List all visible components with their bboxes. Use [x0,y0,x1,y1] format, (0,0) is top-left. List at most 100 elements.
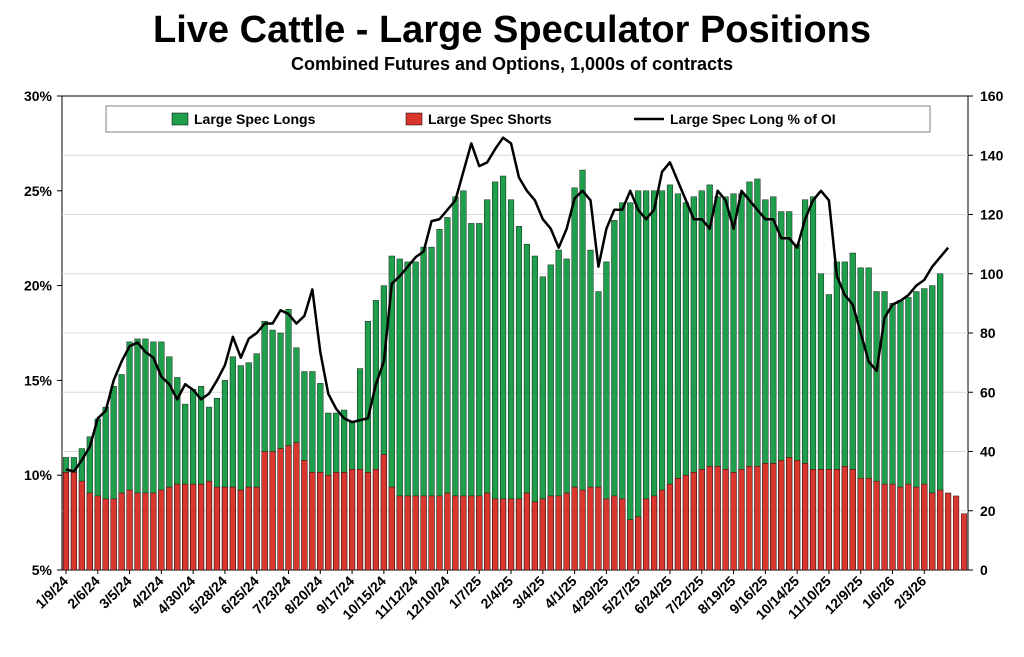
right-axis: 0 20 40 60 80 100 120 140 160 [968,88,1004,578]
bar-short [221,486,228,571]
bar-short [436,495,443,571]
bar-short [333,472,340,571]
bar-short [825,469,832,571]
bar-short [460,495,467,571]
bar-short [444,492,451,571]
bar-short [158,489,165,571]
right-tick-label: 40 [980,444,996,460]
bar-short [245,486,252,571]
bar-short [515,498,523,571]
bar-short [523,492,530,571]
bar-short [595,486,602,571]
bar-short [849,469,856,571]
bar-short [229,486,236,571]
bar-short [253,486,260,571]
x-tick-label: 1/6/26 [859,573,898,612]
bar-short [118,492,125,571]
bar-short [746,466,753,571]
long-pct-line [65,136,950,473]
bar-short [778,460,785,571]
bar-short [786,457,793,571]
bar-short [325,475,332,571]
bar-long [635,190,642,571]
bar-short [889,483,896,571]
bar-short [205,480,213,571]
right-tick-label: 60 [980,384,996,400]
bar-short [261,451,268,571]
bar-short [611,495,618,571]
x-tick-label: 2/6/24 [64,573,103,612]
bar-short [770,463,777,571]
bar-short [412,495,419,571]
bar-short [277,448,284,571]
bar-short [809,469,817,571]
bar-short [698,469,705,571]
bar-short [372,469,379,571]
chart-subtitle: Combined Futures and Options, 1,000s of … [291,54,733,74]
bar-short [563,492,570,571]
bar-short [150,492,157,571]
right-tick-label: 120 [980,207,1004,223]
x-tick-label: 2/4/25 [477,573,516,612]
right-tick-label: 80 [980,325,996,341]
bar-short [396,495,403,571]
bar-short [500,498,507,571]
left-tick-label: 10% [24,467,53,483]
shorts-bars [62,442,968,571]
x-tick-label: 1/7/25 [446,573,485,612]
bar-short [484,492,491,571]
bar-short [714,466,721,571]
bar-short [945,492,952,571]
bar-short [937,489,944,571]
bar-short [86,492,93,571]
bar-short [722,469,729,571]
bar-short [817,469,825,571]
left-tick-label: 25% [24,183,53,199]
bar-short [674,477,681,571]
bar-short [651,495,658,571]
bar-short [78,480,85,571]
bar-short [905,483,912,571]
x-tick-label: 1/9/24 [32,573,71,612]
bar-short [388,486,395,571]
bar-short [635,516,642,571]
bar-short [341,472,348,571]
bar-short [547,495,554,571]
legend: Large Spec Longs Large Spec Shorts Large… [105,105,931,133]
bar-short [802,463,809,571]
bar-short [94,495,101,571]
bar-short [285,445,292,571]
bar-short [762,463,769,571]
bar-short [198,483,205,571]
right-tick-label: 100 [980,266,1004,282]
bar-short [953,495,960,571]
left-tick-label: 20% [24,278,53,294]
bar-short [841,466,848,571]
bar-short [380,454,387,571]
bar-short [404,495,411,571]
legend-swatch-longs [171,112,189,126]
bar-short [865,477,872,571]
bar-short [794,460,801,571]
right-tick-label: 140 [980,147,1004,163]
bar-short [666,483,674,571]
plot-area [61,95,969,571]
bar-short [921,483,928,571]
legend-label-line: Large Spec Long % of OI [670,111,836,127]
bar-short [293,442,300,571]
bar-short [70,472,77,571]
bar-short [897,486,904,571]
bar-short [603,498,610,571]
bar-short [507,498,515,571]
bar-short [643,498,650,571]
bar-short [690,472,697,571]
bar-short [134,492,141,571]
bar-short [579,489,586,571]
bar-short [110,498,117,571]
bar-short [571,486,578,571]
bar-short [531,501,538,571]
bar-short [658,489,666,571]
x-tick-label: 3/4/25 [509,573,548,612]
x-axis: 1/9/242/6/243/5/244/2/244/30/245/28/246/… [32,570,930,623]
